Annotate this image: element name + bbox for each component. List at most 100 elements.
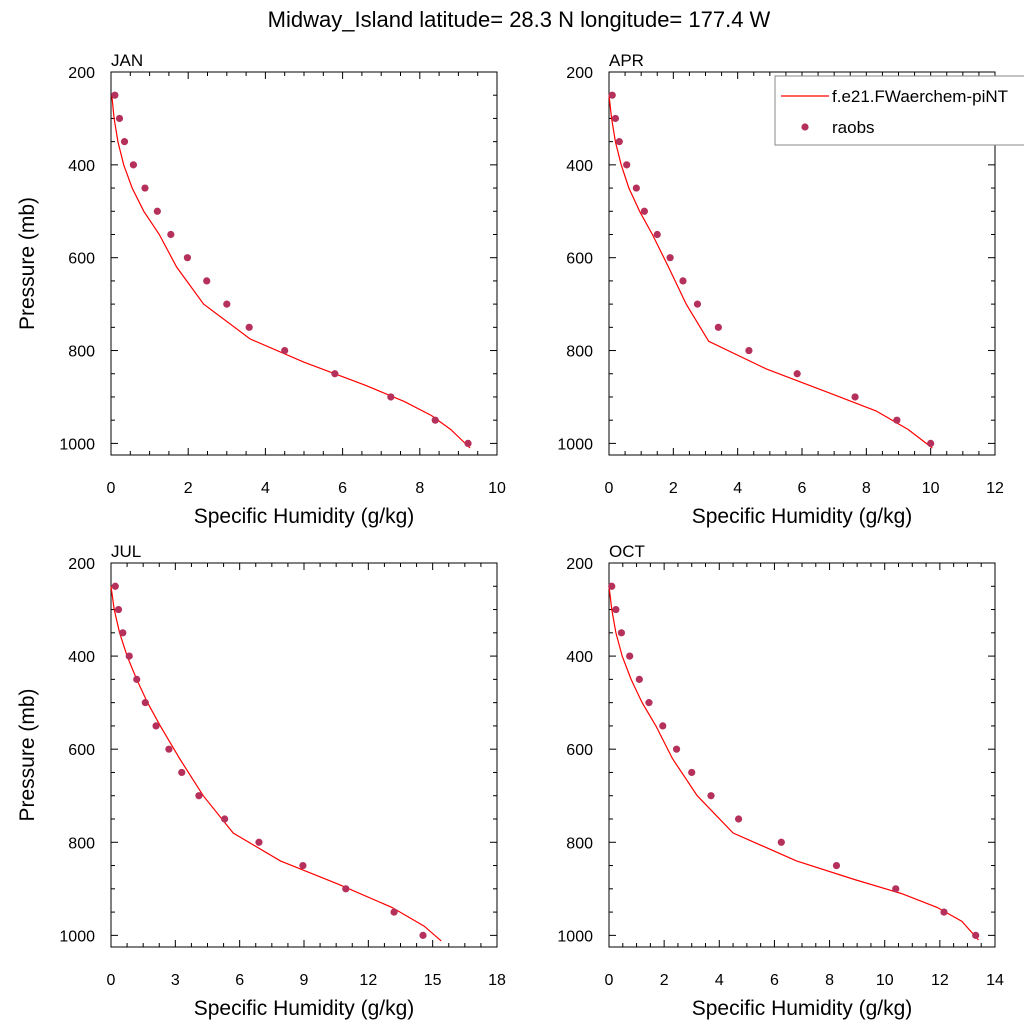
x-tick-label: 12 [931,972,949,989]
x-tick-label: 6 [235,972,244,989]
plot-frame [110,562,498,948]
raobs-point [693,300,702,308]
x-tick-label: 0 [605,972,614,989]
raobs-point [635,675,643,683]
raobs-point [153,207,161,215]
raobs-point [221,815,229,823]
raobs-point [203,277,211,285]
panel-jan: JAN 0 2 4 6 8 10 200 400 600 800 1000 Specific Humid… [16,51,506,528]
plot-frame [608,562,996,948]
raobs-point [653,230,661,239]
raobs-point [342,885,350,893]
raobs-point [608,582,616,590]
panel-label: JUL [111,542,141,561]
raobs-point [793,370,801,378]
x-axis-title: Specific Humidity (g/kg) [692,997,913,1020]
x-tick-label: 8 [862,480,871,497]
raobs-point [133,675,141,683]
raobs-point [464,439,472,447]
raobs-point [167,230,175,239]
x-tick-label: 8 [825,972,834,989]
raobs-point [431,416,439,424]
raobs-point [851,393,859,401]
raobs-point [245,323,253,331]
x-tick-label: 14 [986,972,1004,989]
x-tick-label: 6 [338,480,347,497]
raobs-point [183,254,192,262]
raobs-point [672,745,681,753]
y-tick-label: 400 [68,158,95,175]
x-tick-label: 6 [770,972,779,989]
raobs-point [688,768,696,777]
x-tick-label: 10 [488,480,506,497]
x-tick-label: 8 [415,480,424,497]
y-tick-label: 1000 [59,928,95,945]
panel-jul: JUL 0 3 6 9 12 15 18 200 400 600 800 1000 Specific Hu… [16,542,506,1020]
x-tick-label: 9 [300,972,309,989]
raobs-point [255,838,263,846]
raobs-point [972,931,980,939]
raobs-point [120,138,129,146]
model-profile-line [110,586,442,942]
legend: f.e21.FWaerchem-piNT raobs [774,75,1024,146]
raobs-point [612,605,620,614]
raobs-point [141,184,149,192]
raobs-point [223,300,231,308]
raobs-point [331,370,339,378]
model-profile-line [111,95,471,449]
raobs-point [387,393,395,401]
x-tick-label: 10 [922,480,940,497]
raobs-point [165,745,173,753]
y-tick-label: 800 [68,835,95,852]
x-tick-label: 10 [876,972,894,989]
raobs-point [623,161,631,169]
raobs-point [141,699,149,707]
legend-marker-swatch [801,123,809,131]
model-profile-line [608,95,933,449]
legend-label: raobs [832,118,875,137]
raobs-point [714,323,722,331]
panel-label: OCT [609,542,645,561]
legend-label: f.e21.FWaerchem-piNT [832,87,1008,106]
raobs-point [152,722,160,730]
x-tick-label: 0 [107,972,116,989]
y-axis-title: Pressure (mb) [16,197,39,330]
y-tick-label: 800 [68,344,95,361]
y-tick-label: 400 [68,649,95,666]
figure-title: Midway_Island latitude= 28.3 N longitude… [268,7,771,32]
raobs-point [299,861,307,870]
y-tick-label: 600 [68,742,95,759]
raobs-point [927,439,935,447]
raobs-point [125,652,133,660]
y-tick-label: 200 [68,556,95,573]
raobs-point [111,582,119,590]
raobs-point [640,207,648,215]
x-tick-label: 12 [359,972,377,989]
raobs-point [119,629,127,637]
raobs-point [832,861,841,870]
y-tick-label: 1000 [557,436,593,453]
y-tick-label: 200 [566,556,593,573]
y-tick-label: 600 [68,251,95,268]
raobs-point [419,931,427,939]
y-tick-label: 800 [566,835,593,852]
raobs-point [893,416,901,424]
y-tick-label: 1000 [557,928,593,945]
raobs-point [626,652,634,660]
y-tick-label: 800 [566,344,593,361]
y-tick-label: 400 [566,649,593,666]
x-axis-title: Specific Humidity (g/kg) [692,505,913,528]
raobs-point [645,699,653,707]
raobs-point [115,114,124,123]
x-tick-label: 4 [733,480,742,497]
y-tick-label: 200 [68,65,95,82]
x-axis-title: Specific Humidity (g/kg) [194,997,415,1020]
panel-label: JAN [111,51,143,70]
raobs-point [679,277,687,285]
raobs-point [611,114,620,123]
panel-oct: OCT 0 2 4 6 8 10 12 14 200 400 600 800 1000 Specific H… [557,542,1004,1020]
x-tick-label: 3 [171,972,180,989]
y-tick-label: 600 [566,251,593,268]
raobs-point [114,605,123,614]
